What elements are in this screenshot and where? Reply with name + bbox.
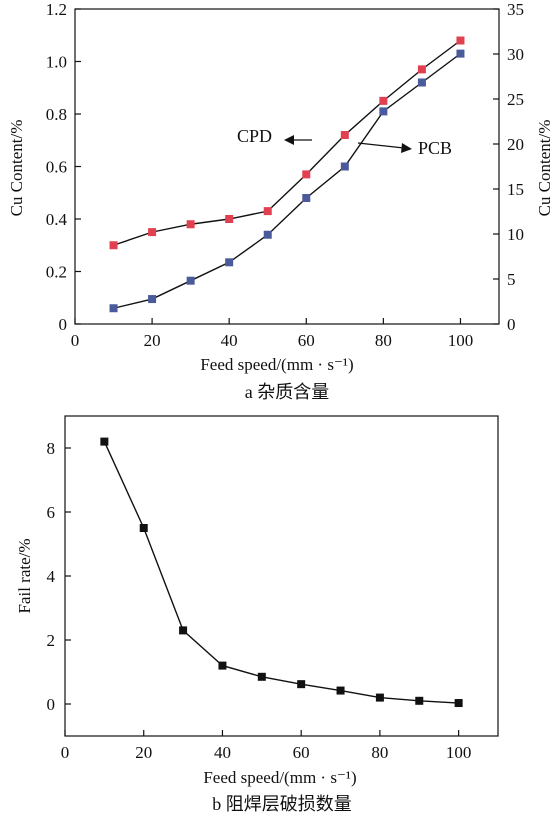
chart-a-point-cpd [109,241,118,250]
chart-b-x-axis-label: Feed speed/(mm · s⁻¹) [203,768,356,787]
chart-a-point-pcb [379,107,388,116]
chart-b-point [218,661,227,670]
chart-b-y-axis-label: Fail rate/% [15,538,34,613]
chart-a-point-cpd [302,170,311,179]
chart-a-series-line-cpd [113,39,461,246]
chart-a-caption: a 杂质含量 [245,382,330,402]
chart-a-point-cpd [186,220,195,229]
chart-b-y-tick-label: 0 [47,695,56,714]
chart-b-point [179,626,188,635]
chart-b-x-tick-label: 100 [446,743,472,762]
chart-a-x-tick-label: 80 [375,331,392,350]
chart-a-point-cpd [417,65,426,74]
chart-a-point-pcb [225,258,234,267]
chart-b-point [454,699,463,708]
chart-a-point-pcb [186,276,195,285]
chart-b-series [100,437,463,708]
chart-b-x-tick-label: 40 [214,743,231,762]
chart-b-y-tick-label: 8 [47,439,56,458]
chart-a-y-ticks-right: 0 5 10 15 20 25 30 35 [493,0,524,334]
chart-b-x-tick-label: 0 [61,743,70,762]
chart-a-y-tick-label: 0.8 [46,105,67,124]
chart-b-x-ticks: 0 20 40 60 80 100 [61,730,472,762]
chart-a-y-tick-label: 0 [59,315,68,334]
chart-a-x-tick-label: 40 [221,331,238,350]
chart-a-y-right-tick-label: 30 [507,45,524,64]
chart-b-y-tick-label: 2 [47,631,56,650]
chart-b-y-ticks: 0 2 4 6 8 [47,439,71,714]
chart-a-point-pcb [340,162,349,171]
chart-a-point-cpd [379,96,388,105]
chart-b-series-line [103,441,459,704]
chart-a-y-axis-label-right: Cu Content/% [535,120,554,217]
chart-a-y-tick-label: 0.6 [46,158,67,177]
chart-a-series [109,36,465,313]
chart-a-point-pcb [109,304,118,313]
chart-b-caption: b 阻焊层破损数量 [212,794,352,814]
chart-a-y-tick-label: 0.4 [46,210,68,229]
chart-a: 0 20 40 60 80 100 0 0.2 0.4 0.6 0.8 1.0 1.2 0 5 10 15 2… [7,0,554,402]
chart-a-point-cpd [263,207,272,216]
chart-a-y-right-tick-label: 0 [507,315,516,334]
chart-b-y-tick-label: 4 [47,567,56,586]
chart-a-annotation-cpd: CPD [237,126,272,146]
chart-b-x-tick-label: 60 [293,743,310,762]
chart-b-point [257,672,266,681]
chart-a-point-pcb [456,49,465,58]
chart-a-point-cpd [148,228,157,237]
chart-a-annotation-pcb: PCB [418,138,452,158]
chart-a-point-pcb [263,230,272,239]
chart-a-y-right-tick-label: 5 [507,270,516,289]
chart-a-x-tick-label: 0 [71,331,80,350]
chart-a-x-tick-label: 20 [144,331,161,350]
chart-b-x-tick-label: 20 [135,743,152,762]
chart-b-point [336,686,345,695]
chart-a-y-right-tick-label: 20 [507,135,524,154]
chart-a-annotation-pcb-arrow [357,142,412,153]
chart-a-y-tick-label: 0.2 [46,263,67,282]
chart-a-y-right-tick-label: 25 [507,90,524,109]
chart-b-y-tick-label: 6 [47,503,56,522]
chart-b-point [375,693,384,702]
chart-a-y-right-tick-label: 10 [507,225,524,244]
chart-a-point-pcb [148,295,157,304]
chart-a-point-cpd [225,215,234,223]
chart-b-point [100,437,109,446]
chart-a-point-cpd [340,131,349,139]
chart-b-point [297,680,306,689]
chart-b-x-tick-label: 80 [371,743,388,762]
chart-a-y-axis-label: Cu Content/% [7,120,26,217]
chart-a-point-pcb [417,78,426,87]
chart-a-x-axis-label: Feed speed/(mm · s⁻¹) [200,355,353,374]
chart-b-point [139,524,148,532]
chart-a-point-pcb [302,194,311,202]
chart-a-y-tick-label: 1.0 [46,53,67,72]
chart-a-x-tick-label: 100 [448,331,474,350]
chart-a-series-line-pcb [113,53,461,309]
chart-b: 0 20 40 60 80 100 0 2 4 6 8 Fail rate/% Feed spee… [15,415,499,814]
chart-a-annotation-cpd-arrow [284,135,312,145]
chart-a-x-ticks: 0 20 40 60 80 100 [71,318,473,350]
chart-a-y-right-tick-label: 35 [507,0,524,19]
chart-a-y-tick-label: 1.2 [46,0,67,19]
chart-a-plot-frame [74,8,500,325]
chart-b-plot-frame [64,415,499,737]
chart-a-y-ticks: 0 0.2 0.4 0.6 0.8 1.0 1.2 [46,0,81,334]
chart-b-point [415,696,424,705]
chart-a-y-right-tick-label: 15 [507,180,524,199]
chart-a-x-tick-label: 60 [298,331,315,350]
chart-a-point-cpd [456,36,465,45]
